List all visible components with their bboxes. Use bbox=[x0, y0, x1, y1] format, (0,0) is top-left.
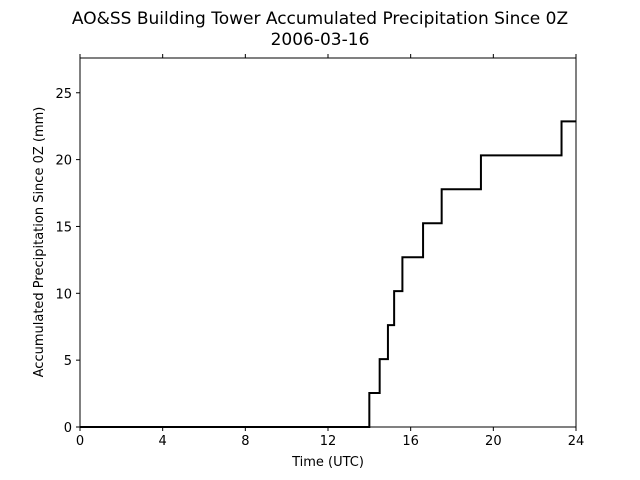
y-tick-label: 10 bbox=[55, 287, 72, 302]
y-tick-label: 25 bbox=[55, 87, 72, 102]
data-point bbox=[79, 426, 81, 428]
y-tick-label: 5 bbox=[64, 354, 72, 369]
series-layer bbox=[79, 120, 577, 428]
data-point bbox=[387, 358, 389, 360]
x-tick-label: 20 bbox=[485, 434, 502, 449]
data-point bbox=[560, 120, 563, 122]
x-tick-label: 4 bbox=[159, 434, 167, 449]
chart-subtitle: 2006-03-16 bbox=[271, 30, 370, 50]
y-tick-label: 0 bbox=[64, 421, 72, 436]
data-point bbox=[560, 154, 563, 156]
data-point bbox=[422, 256, 424, 258]
y-axis-label: Accumulated Precipitation Since 0Z (mm) bbox=[32, 107, 47, 378]
data-point bbox=[368, 426, 370, 428]
data-point bbox=[401, 256, 403, 258]
x-tick-label: 24 bbox=[568, 434, 585, 449]
data-point bbox=[575, 120, 577, 122]
x-axis-label: Time (UTC) bbox=[291, 455, 364, 470]
data-point bbox=[422, 222, 424, 224]
chart-title: AO&SS Building Tower Accumulated Precipi… bbox=[72, 9, 568, 29]
data-point bbox=[387, 324, 389, 326]
y-axis: 0 5 10 15 20 25 bbox=[55, 87, 80, 436]
data-point bbox=[480, 154, 482, 156]
x-tick-label: 8 bbox=[241, 434, 249, 449]
data-point bbox=[480, 188, 482, 190]
data-point bbox=[441, 222, 443, 224]
data-point bbox=[393, 290, 395, 292]
data-point bbox=[379, 392, 381, 394]
x-axis: 0 4 8 12 16 20 24 bbox=[76, 54, 584, 449]
data-point bbox=[441, 188, 443, 190]
series-line-0 bbox=[80, 120, 576, 428]
y-tick-label: 20 bbox=[55, 154, 72, 169]
data-point bbox=[368, 392, 370, 394]
x-tick-label: 16 bbox=[402, 434, 419, 449]
data-point bbox=[393, 324, 395, 326]
data-point bbox=[379, 358, 381, 360]
x-tick-label: 12 bbox=[320, 434, 337, 449]
data-point bbox=[401, 290, 403, 292]
y-tick-label: 15 bbox=[55, 220, 72, 235]
plot-frame bbox=[79, 57, 577, 428]
x-tick-label: 0 bbox=[76, 434, 84, 449]
